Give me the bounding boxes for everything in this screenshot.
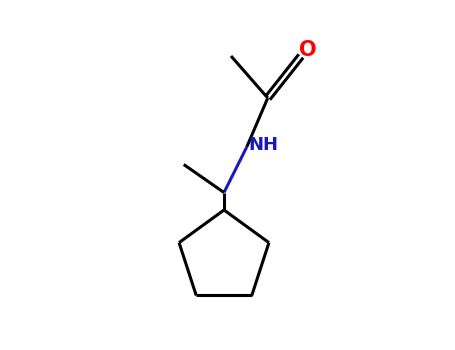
Text: O: O [299,40,317,60]
Text: NH: NH [248,136,278,154]
